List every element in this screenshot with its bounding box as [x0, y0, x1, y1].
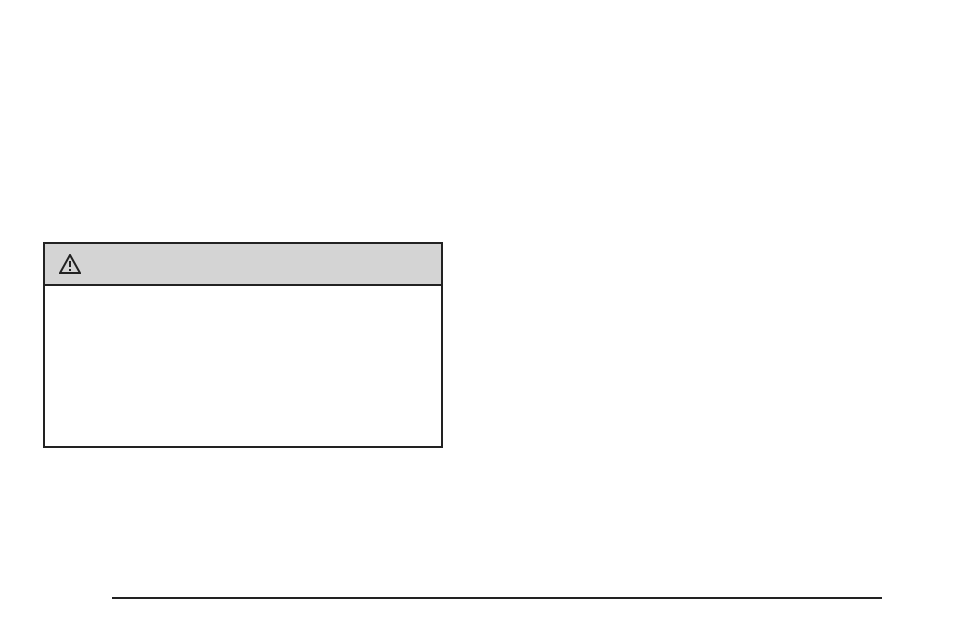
- warning-header: [45, 244, 441, 286]
- warning-body: [45, 286, 441, 446]
- warning-triangle-icon: [59, 254, 81, 274]
- warning-box: [43, 242, 443, 448]
- horizontal-rule: [112, 597, 882, 599]
